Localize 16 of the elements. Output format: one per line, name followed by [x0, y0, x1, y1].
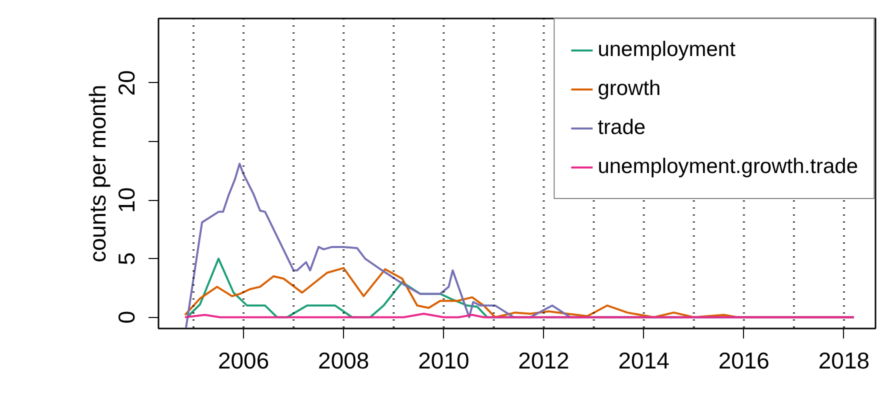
x-tick-label: 2012 — [518, 348, 570, 374]
x-tick-label: 2014 — [618, 348, 670, 374]
y-tick-label: 0 — [114, 310, 140, 324]
x-tick-label: 2008 — [318, 348, 370, 374]
y-tick-label: 5 — [114, 252, 140, 266]
x-tick-label: 2010 — [418, 348, 470, 374]
x-tick-label: 2006 — [218, 348, 270, 374]
y-tick-label: 10 — [114, 187, 140, 213]
legend-label: trade — [598, 115, 646, 141]
y-tick-label: 20 — [114, 70, 140, 96]
y-axis-title: counts per month — [84, 84, 110, 262]
legend-label: growth — [598, 76, 661, 102]
legend-label: unemployment.growth.trade — [598, 154, 858, 180]
x-tick-label: 2018 — [818, 348, 870, 374]
x-tick-label: 2016 — [718, 348, 770, 374]
legend-label: unemployment — [598, 37, 736, 63]
